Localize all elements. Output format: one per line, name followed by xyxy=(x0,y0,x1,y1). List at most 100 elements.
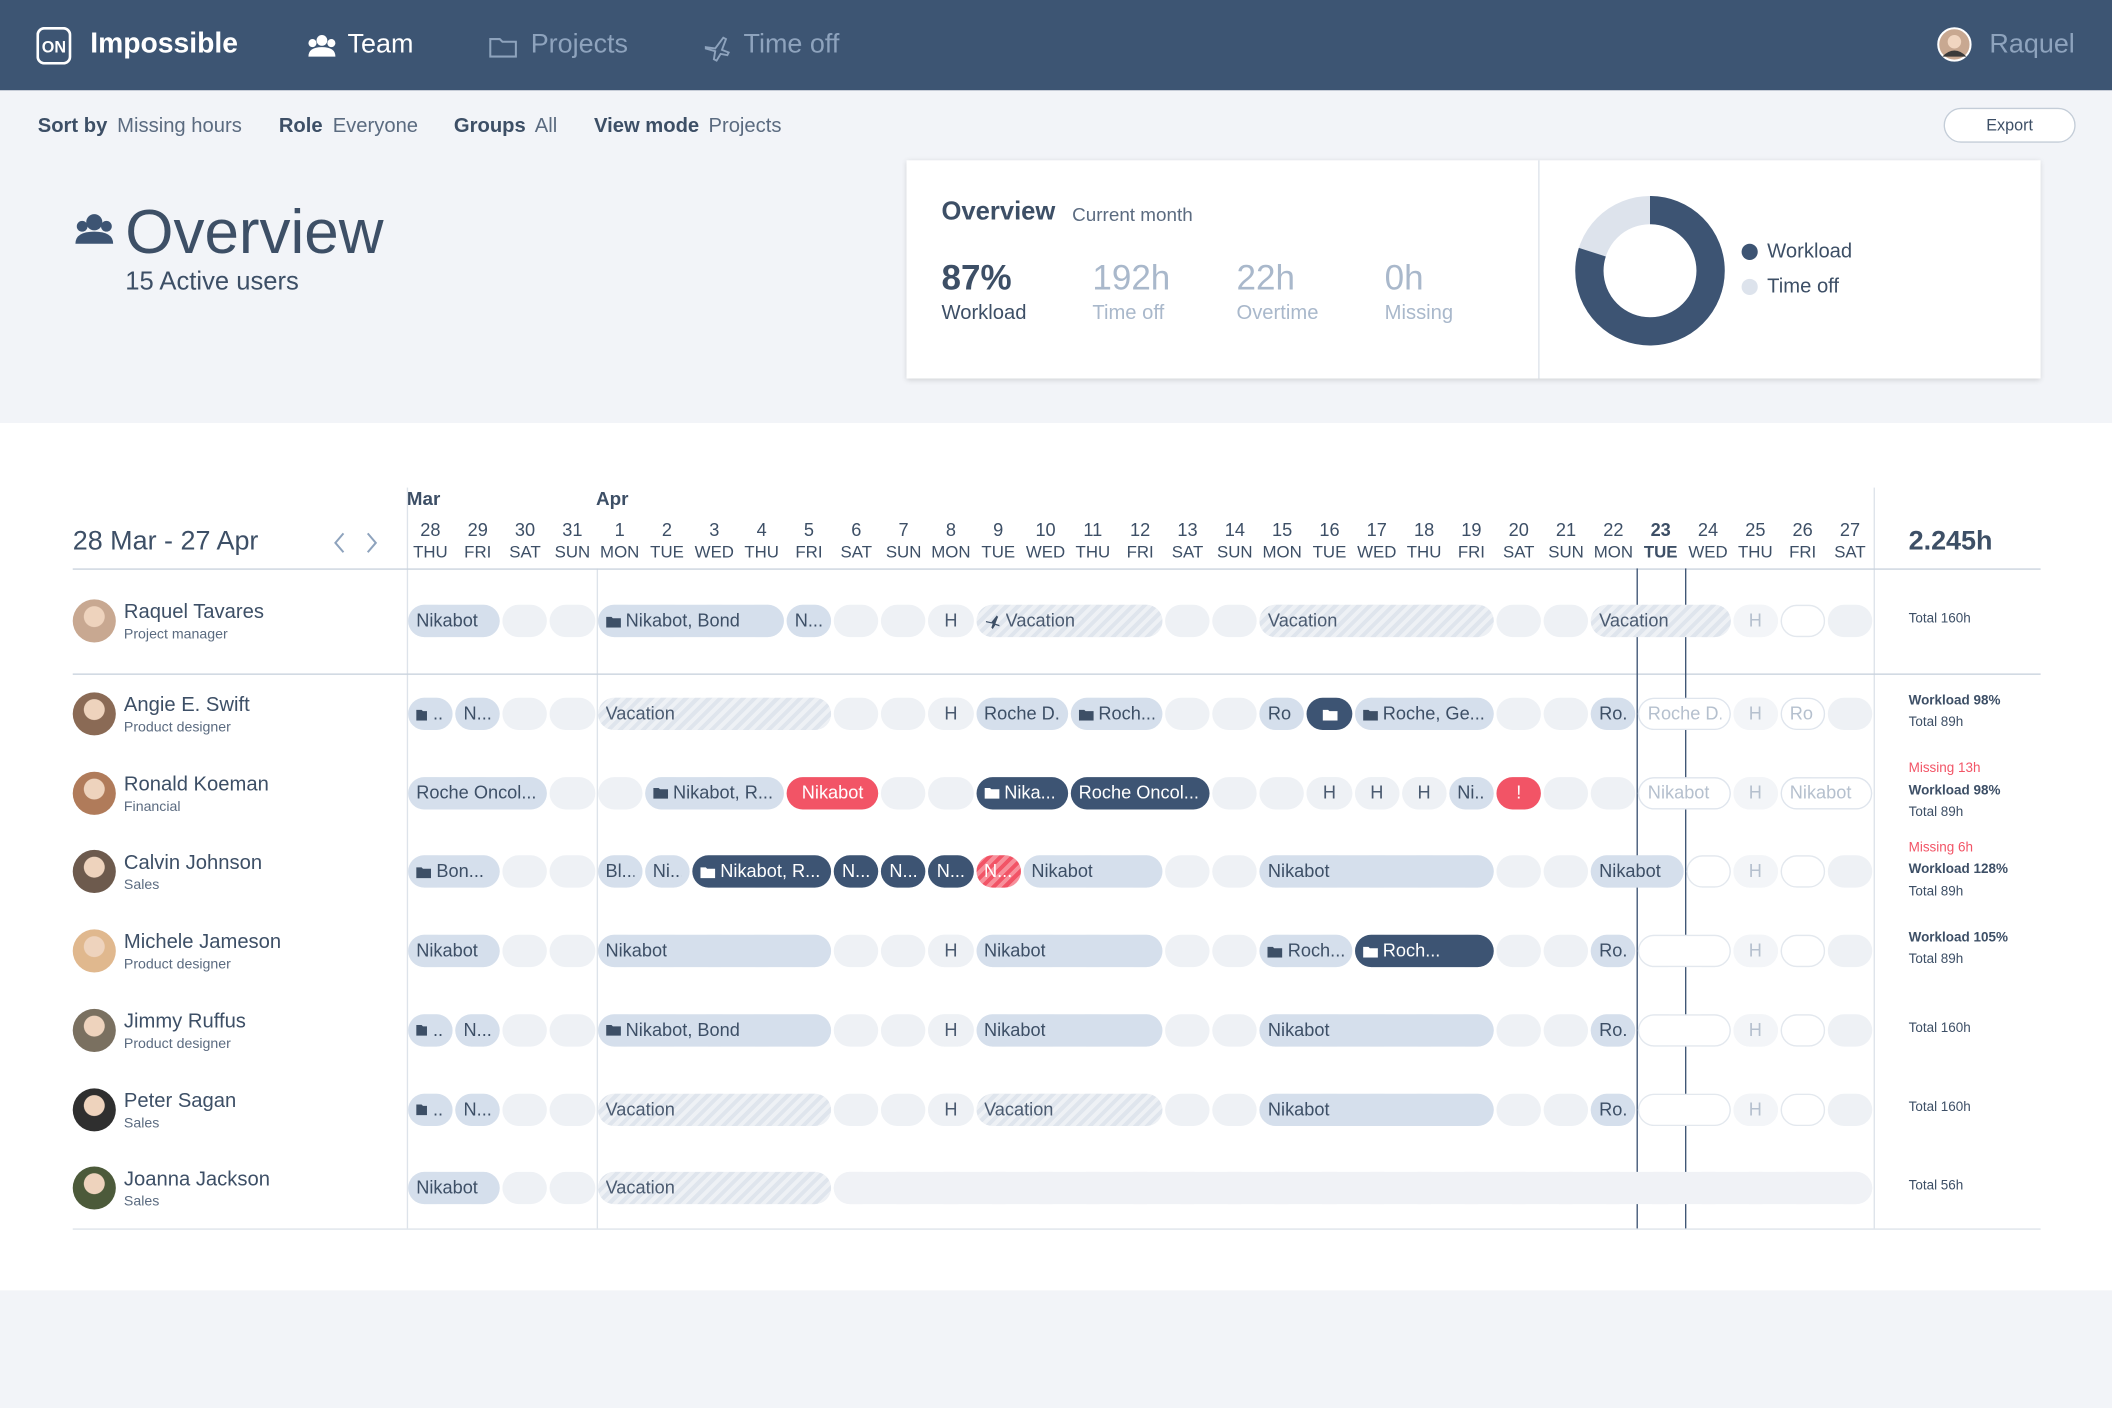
brand-name[interactable]: Impossible xyxy=(90,28,239,60)
booking[interactable]: Nikabot, R... xyxy=(692,855,832,889)
booking[interactable]: Vacation xyxy=(1259,604,1494,638)
booking[interactable]: Vacation xyxy=(975,604,1163,638)
booking[interactable]: Nikabot xyxy=(1023,855,1163,889)
booking[interactable]: Roch... xyxy=(1070,697,1163,731)
booking[interactable]: Vacation xyxy=(597,1172,832,1205)
booking[interactable] xyxy=(1780,855,1825,889)
booking[interactable]: Roche D... xyxy=(975,697,1068,731)
booking[interactable]: H xyxy=(928,934,974,968)
booking[interactable]: N... xyxy=(975,855,1021,889)
user-name[interactable]: Raquel xyxy=(1989,29,2075,60)
booking[interactable]: N... xyxy=(833,855,879,889)
booking[interactable]: H xyxy=(928,1013,974,1047)
booking[interactable] xyxy=(1780,604,1825,638)
nav-timeoff[interactable]: Time off xyxy=(743,29,840,60)
booking[interactable]: N... xyxy=(455,1013,501,1047)
person-name[interactable]: Michele Jameson xyxy=(123,930,282,954)
filter-value[interactable]: Projects xyxy=(708,114,782,138)
person-name[interactable]: Raquel Tavares xyxy=(123,600,264,624)
person-name[interactable]: Peter Sagan xyxy=(123,1089,237,1112)
booking[interactable]: Vacation xyxy=(975,1093,1163,1126)
booking[interactable]: Ro xyxy=(1259,697,1305,731)
booking[interactable]: Nikabot xyxy=(1591,855,1684,889)
booking[interactable]: N... xyxy=(786,604,832,638)
booking[interactable]: Nikabot xyxy=(408,1172,501,1205)
filter-value[interactable]: Missing hours xyxy=(117,114,242,138)
booking[interactable]: N... xyxy=(455,697,501,731)
person-name[interactable]: Angie E. Swift xyxy=(123,693,250,717)
booking[interactable]: Nikabot xyxy=(786,776,879,810)
booking[interactable]: ... xyxy=(408,1013,453,1047)
booking[interactable]: Nikabot xyxy=(1259,1093,1494,1126)
booking[interactable]: H xyxy=(1733,1093,1778,1126)
booking[interactable]: ... xyxy=(408,1093,453,1126)
booking[interactable]: Roche Oncol... xyxy=(1070,776,1210,810)
person-name[interactable]: Jimmy Ruffus xyxy=(123,1009,246,1033)
booking[interactable] xyxy=(1780,934,1825,968)
booking[interactable] xyxy=(1307,697,1352,731)
booking[interactable]: Nikabot xyxy=(975,1013,1163,1047)
booking[interactable]: Nikabot, Bond xyxy=(597,604,784,638)
booking[interactable]: H xyxy=(1733,604,1778,638)
booking[interactable]: Ni... xyxy=(1449,776,1494,810)
booking[interactable]: H xyxy=(1733,934,1778,968)
booking[interactable]: H xyxy=(1733,697,1778,731)
booking[interactable]: H xyxy=(928,697,974,731)
booking[interactable]: ... xyxy=(408,697,453,731)
booking[interactable]: Roche Oncol... xyxy=(408,776,548,810)
booking[interactable]: Nikabot xyxy=(1638,776,1731,810)
booking[interactable]: Roch... xyxy=(1259,934,1352,968)
booking[interactable]: ! xyxy=(1496,776,1542,810)
booking[interactable]: Ro... xyxy=(1591,1013,1636,1047)
booking[interactable]: H xyxy=(1733,855,1778,889)
booking[interactable] xyxy=(1638,1093,1731,1126)
nav-team[interactable]: Team xyxy=(347,29,414,60)
booking[interactable]: Vacation xyxy=(597,1093,832,1126)
filter-label[interactable]: Sort by xyxy=(37,114,108,138)
booking[interactable]: Nikabot xyxy=(975,934,1163,968)
booking[interactable] xyxy=(833,1172,1873,1205)
booking[interactable]: Vacation xyxy=(597,697,832,731)
booking[interactable]: Bl... xyxy=(597,855,643,889)
booking[interactable] xyxy=(1638,1013,1731,1047)
booking[interactable]: Nikabot xyxy=(1259,1013,1494,1047)
booking[interactable]: Vacation xyxy=(1591,604,1731,638)
booking[interactable]: N... xyxy=(881,855,926,889)
booking[interactable]: N... xyxy=(928,855,974,889)
booking[interactable]: H xyxy=(1401,776,1447,810)
booking[interactable] xyxy=(1638,934,1731,968)
booking[interactable]: N... xyxy=(455,1093,501,1126)
booking[interactable] xyxy=(1780,1013,1825,1047)
booking[interactable]: H xyxy=(928,604,974,638)
booking[interactable] xyxy=(1685,855,1731,889)
booking[interactable]: Ro... xyxy=(1591,697,1636,731)
booking[interactable]: H xyxy=(1307,776,1352,810)
booking[interactable]: Bon... xyxy=(408,855,501,889)
booking[interactable]: Ro xyxy=(1780,697,1825,731)
filter-label[interactable]: View mode xyxy=(594,114,700,138)
export-button[interactable]: Export xyxy=(1943,107,2076,143)
user-avatar[interactable] xyxy=(1937,27,1972,62)
booking[interactable]: Nikabot xyxy=(408,604,501,638)
booking[interactable]: H xyxy=(1354,776,1400,810)
booking[interactable]: Roch... xyxy=(1354,934,1494,968)
filter-label[interactable]: Groups xyxy=(453,114,526,138)
booking[interactable]: Nikabot, Bond xyxy=(597,1013,832,1047)
booking[interactable]: H xyxy=(928,1093,974,1126)
booking[interactable]: Roche, Ge... xyxy=(1354,697,1494,731)
booking[interactable]: Nikabot xyxy=(408,934,501,968)
range-arrows[interactable] xyxy=(329,531,388,555)
person-name[interactable]: Calvin Johnson xyxy=(123,851,263,875)
booking[interactable]: Nika... xyxy=(975,776,1068,810)
booking[interactable]: Roche D... xyxy=(1638,697,1731,731)
booking[interactable]: Nikabot xyxy=(1780,776,1873,810)
booking[interactable]: Ro... xyxy=(1591,1093,1636,1126)
booking[interactable] xyxy=(1780,1093,1825,1126)
person-name[interactable]: Joanna Jackson xyxy=(123,1168,270,1191)
booking[interactable]: H xyxy=(1733,1013,1778,1047)
booking[interactable]: Nikabot xyxy=(597,934,832,968)
filter-value[interactable]: All xyxy=(534,114,558,138)
booking[interactable]: Ni... xyxy=(644,855,690,889)
nav-projects[interactable]: Projects xyxy=(530,29,629,60)
booking[interactable]: Nikabot, R... xyxy=(644,776,784,810)
